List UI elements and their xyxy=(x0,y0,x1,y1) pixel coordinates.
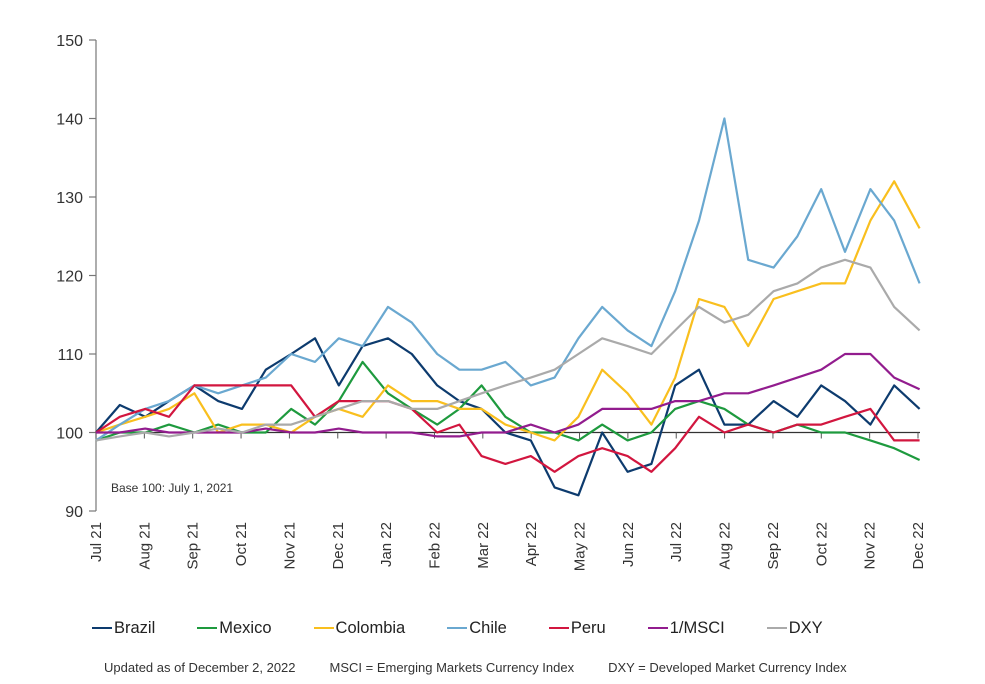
x-axis: Jul 21 Aug 21 Sep 21 Oct 21 Nov 21 Dec 21 Jan … xyxy=(88,431,927,571)
x-tick-label: Nov 21 xyxy=(281,522,298,570)
series-line-dxy xyxy=(95,258,921,442)
x-tick-label: Nov 22 xyxy=(862,522,879,570)
x-tick-label: Jul 22 xyxy=(668,522,685,562)
legend-item: Chile xyxy=(447,619,507,638)
series-line-chile xyxy=(95,117,921,442)
dxy-note: DXY = Developed Market Currency Index xyxy=(608,660,847,675)
series-line-1-msci xyxy=(96,352,921,438)
x-tick-label: Sep 21 xyxy=(185,522,202,570)
y-tick-label: 120 xyxy=(56,269,83,286)
y-tick-label: 110 xyxy=(57,347,83,364)
legend-swatch xyxy=(766,627,787,629)
series-line-mexico xyxy=(95,360,921,461)
legend-swatch xyxy=(447,627,468,629)
legend-swatch xyxy=(197,627,218,629)
legend-swatch xyxy=(92,627,112,629)
x-tick-label: Feb 22 xyxy=(426,522,443,569)
legend-item: Mexico xyxy=(197,618,272,638)
x-tick-label: Oct 22 xyxy=(813,522,830,566)
legend-item: Peru xyxy=(548,618,606,638)
legend-label: 1/MSCI xyxy=(669,618,725,637)
updated-note: Updated as of December 2, 2022 xyxy=(104,660,296,675)
x-tick-label: Aug 21 xyxy=(136,522,153,570)
legend-swatch xyxy=(313,627,334,629)
y-axis: 90 100 110 120 130 140 150 xyxy=(56,33,97,521)
series-layer xyxy=(95,117,921,497)
legend-label: Brazil xyxy=(114,618,156,637)
y-tick-label: 100 xyxy=(56,426,83,443)
x-tick-label: Sep 22 xyxy=(765,522,782,570)
x-tick-label: Aug 22 xyxy=(717,522,734,570)
y-tick-label: 150 xyxy=(56,33,83,50)
x-tick-label: Oct 21 xyxy=(233,522,250,566)
x-tick-label: Jan 22 xyxy=(378,522,395,567)
x-tick-label: Mar 22 xyxy=(475,522,492,569)
legend: Brazil Mexico Colombia Chile Peru 1/MSCI DXY xyxy=(92,616,972,640)
series-line-brazil xyxy=(95,337,921,497)
series-line-peru xyxy=(95,384,920,473)
legend-item: DXY xyxy=(766,618,823,638)
x-tick-label: May 22 xyxy=(572,522,589,571)
y-tick-label: 90 xyxy=(65,504,83,521)
legend-item: Brazil xyxy=(92,619,155,638)
y-tick-label: 140 xyxy=(56,112,83,129)
legend-item: 1/MSCI xyxy=(647,618,725,638)
x-tick-label: Apr 22 xyxy=(523,522,540,566)
msci-note: MSCI = Emerging Markets Currency Index xyxy=(329,660,575,675)
y-tick-label: 130 xyxy=(56,190,83,207)
legend-label: DXY xyxy=(788,618,823,637)
x-tick-label: Dec 22 xyxy=(910,522,927,570)
series-line-colombia xyxy=(95,180,921,442)
legend-label: Mexico xyxy=(219,618,272,637)
legend-label: Colombia xyxy=(335,618,406,637)
base-annotation: Base 100: July 1, 2021 xyxy=(111,481,233,495)
legend-label: Peru xyxy=(570,618,606,637)
x-tick-label: Jun 22 xyxy=(620,522,637,567)
legend-swatch xyxy=(647,627,668,629)
legend-label: Chile xyxy=(469,618,507,637)
line-chart: 90 100 110 120 130 140 150 Jul 21 Aug 21 Sep 21 O… xyxy=(56,33,927,571)
footer-notes: Updated as of December 2, 2022 MSCI = Em… xyxy=(104,660,964,675)
x-tick-label: Jul 21 xyxy=(88,522,105,562)
legend-item: Colombia xyxy=(313,618,406,638)
legend-swatch xyxy=(548,627,569,629)
x-tick-label: Dec 21 xyxy=(330,522,347,570)
